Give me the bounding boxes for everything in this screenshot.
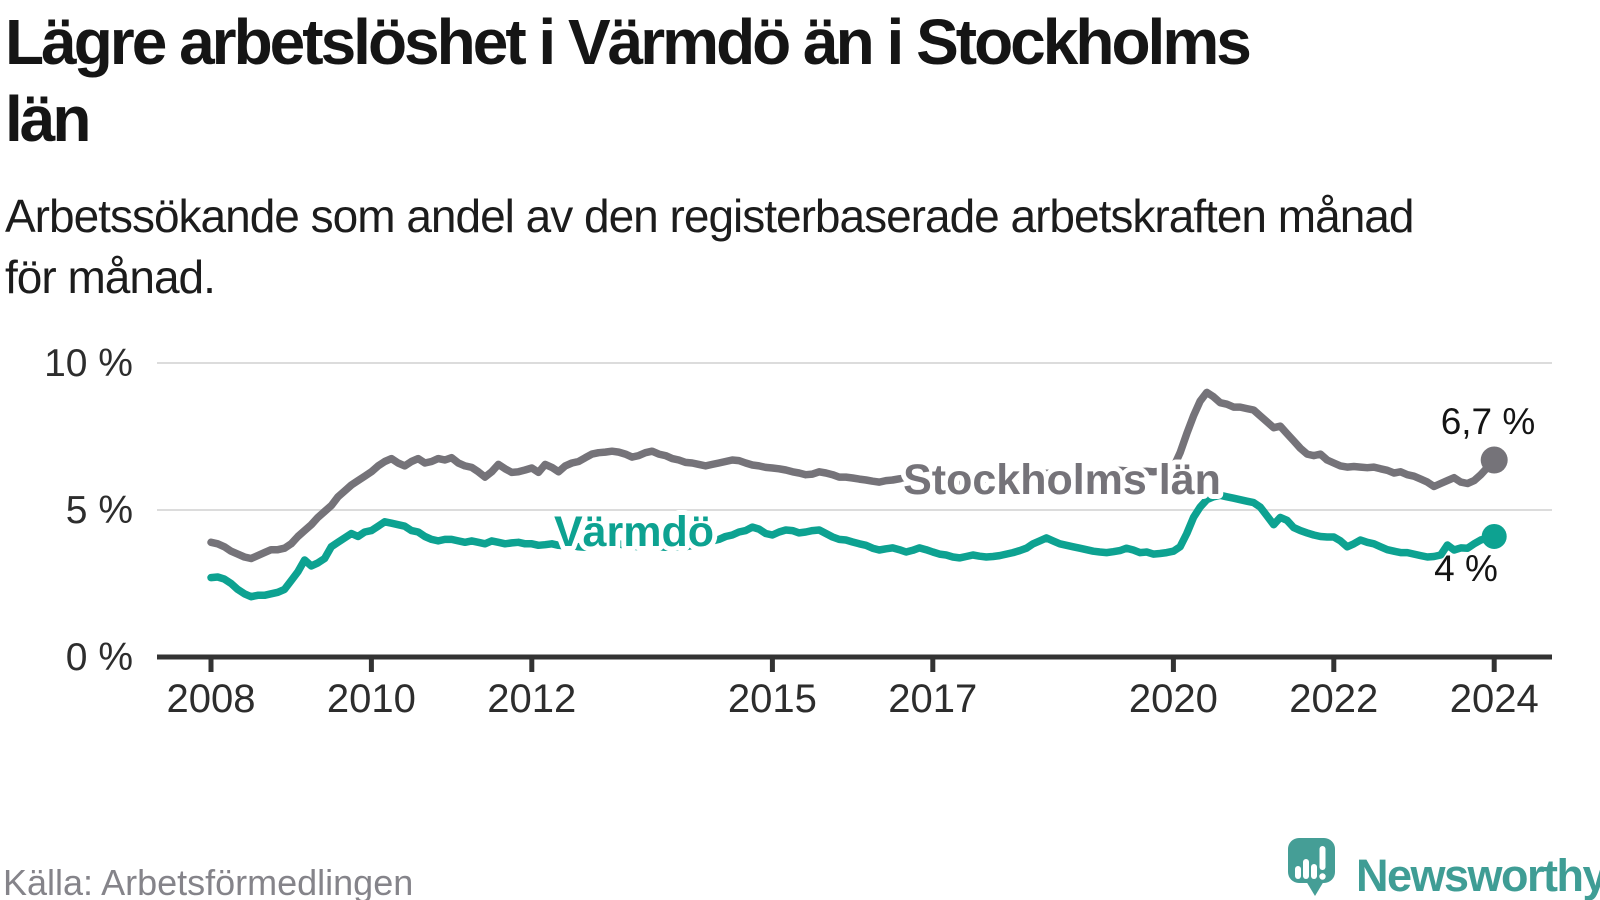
subtitle-line-1: Arbetssökande som andel av den registerb… bbox=[5, 190, 1414, 242]
y-axis-labels: 0 % 5 % 10 % bbox=[44, 342, 133, 679]
logo-bar-2 bbox=[1303, 859, 1309, 879]
title-line-1: Lägre arbetslöshet i Värmdö än i Stockho… bbox=[5, 6, 1252, 78]
brand-wordmark: Newsworthy bbox=[1356, 850, 1600, 900]
series-end-dot-stockholm bbox=[1480, 446, 1508, 474]
logo-bar-1 bbox=[1295, 866, 1301, 879]
newsworthy-logo-icon bbox=[1288, 838, 1335, 896]
end-value-varmdo: 4 % bbox=[1434, 548, 1498, 589]
x-tick-label: 2020 bbox=[1129, 677, 1218, 721]
y-tick-label: 10 % bbox=[44, 342, 133, 385]
x-tick-label: 2022 bbox=[1289, 677, 1378, 721]
gridlines bbox=[157, 362, 1552, 511]
logo-exclamation-dot bbox=[1319, 873, 1326, 880]
x-tick-label: 2010 bbox=[327, 677, 416, 721]
line-chart: 0 %5 %10 % 2008 2010 2012 2015 2017 2020 2022 2… bbox=[44, 342, 1552, 721]
x-tick-label: 2024 bbox=[1450, 677, 1539, 721]
logo-bar-3 bbox=[1311, 864, 1317, 879]
source-note: Källa: Arbetsförmedlingen bbox=[3, 862, 414, 900]
data-series bbox=[207, 388, 1508, 601]
series-line-varmdo bbox=[207, 491, 1498, 601]
series-label-varmdo: Värmdö bbox=[554, 508, 714, 556]
y-tick-label: 0 % bbox=[66, 636, 133, 679]
x-tick-label: 2008 bbox=[167, 677, 256, 721]
logo-bubble-tail bbox=[1306, 881, 1324, 896]
x-axis bbox=[157, 654, 1552, 672]
end-value-stockholm: 6,7 % bbox=[1441, 401, 1536, 442]
x-tick-label: 2015 bbox=[728, 677, 817, 721]
series-label-stockholm: Stockholms län bbox=[903, 456, 1221, 504]
x-axis-labels: 2008 2010 2012 2015 2017 2020 2022 2024 bbox=[167, 677, 1539, 721]
subtitle-line-2: för månad. bbox=[5, 251, 216, 303]
series-end-dot-varmdo bbox=[1481, 523, 1507, 549]
x-tick-label: 2012 bbox=[487, 677, 576, 721]
y-tick-label: 5 % bbox=[66, 489, 133, 532]
title-line-2: län bbox=[5, 83, 91, 155]
logo-exclamation-bar bbox=[1319, 846, 1326, 870]
page-title: Lägre arbetslöshet i Värmdö än i Stockho… bbox=[5, 4, 1252, 158]
chart-subtitle: Arbetssökande som andel av den registerb… bbox=[5, 186, 1414, 308]
x-tick-label: 2017 bbox=[888, 677, 977, 721]
series-line-stockholm bbox=[207, 388, 1498, 563]
